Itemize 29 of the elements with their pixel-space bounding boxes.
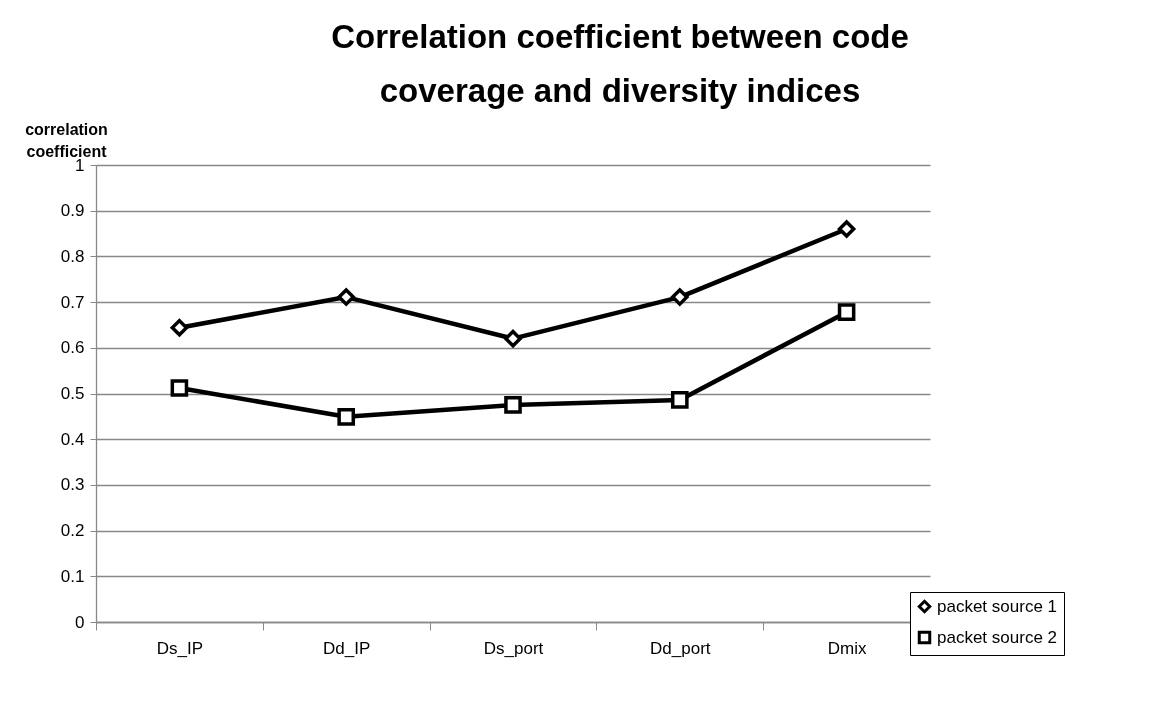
x-tick-label: Ds_IP xyxy=(156,638,204,658)
point xyxy=(670,391,689,409)
y-tick-label: 0.5 xyxy=(60,384,85,403)
point xyxy=(337,288,356,306)
chart-title: Correlation coefficient between code coverage and diversity indices xyxy=(331,18,909,109)
y-tick-label: 0.6 xyxy=(60,338,85,358)
y-axis-title: correlation coefficient xyxy=(25,120,108,160)
legend-label: packet source 2 xyxy=(937,627,1058,647)
point xyxy=(670,288,689,306)
point xyxy=(170,318,189,337)
point xyxy=(170,379,189,397)
point xyxy=(337,407,356,426)
legend-label: packet source 1 xyxy=(937,596,1058,616)
point xyxy=(504,329,522,348)
y-tick-label: 0.3 xyxy=(60,475,85,495)
point xyxy=(837,303,856,321)
x-tick-label: Dd_port xyxy=(650,638,711,658)
y-tick-label: 0.8 xyxy=(60,246,85,266)
y-tick-label: 0.9 xyxy=(60,201,85,221)
y-tick-label: 0.7 xyxy=(60,292,85,312)
x-tick-label: Dd_IP xyxy=(323,638,371,658)
x-tick-label: Dmix xyxy=(827,638,867,658)
y-tick-label: 0.4 xyxy=(60,429,85,449)
point xyxy=(504,396,522,414)
y-tick-label: 0.2 xyxy=(60,521,85,541)
y-tick-label: 0.1 xyxy=(60,566,85,586)
point xyxy=(837,220,856,238)
y-tick-label: 0 xyxy=(75,612,85,632)
x-tick-label: Ds_port xyxy=(483,638,544,658)
